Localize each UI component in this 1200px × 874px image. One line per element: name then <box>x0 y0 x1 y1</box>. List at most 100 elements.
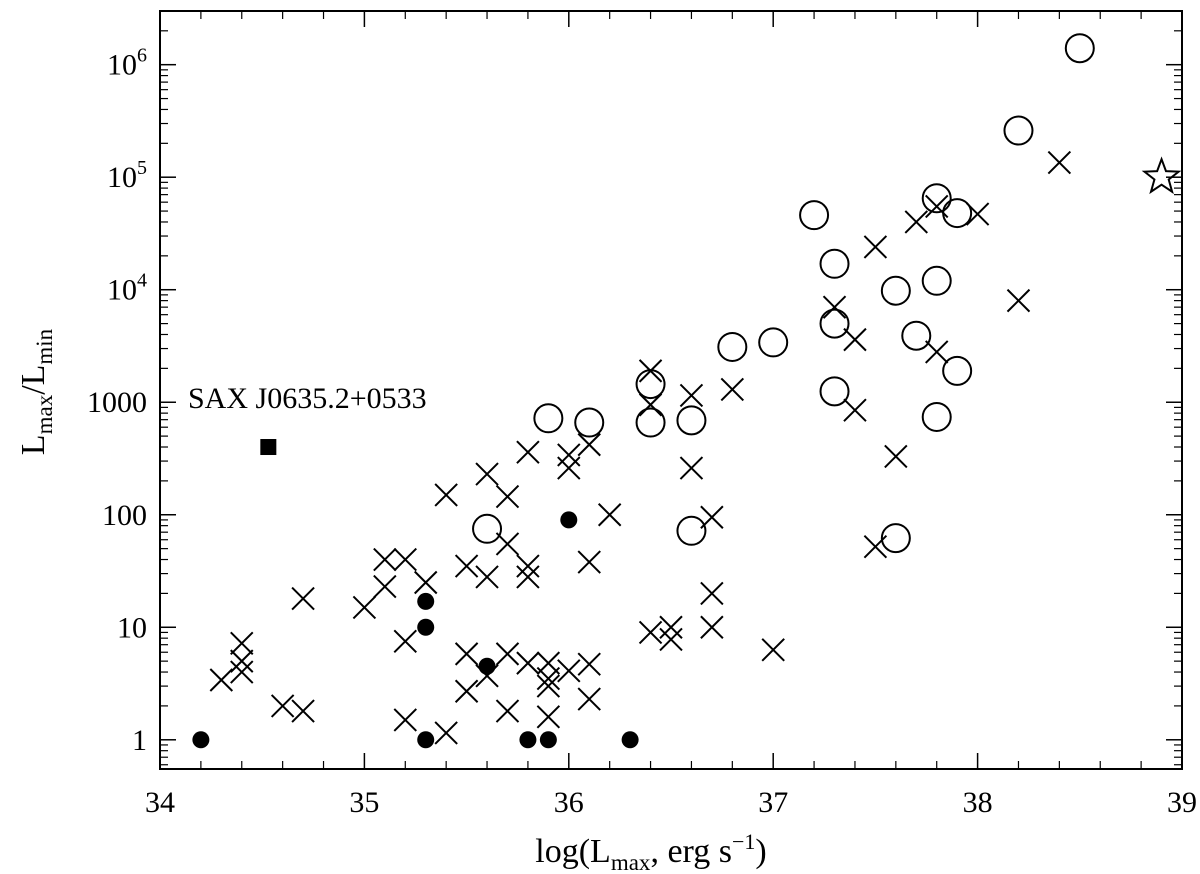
axis-ticks <box>159 10 1183 769</box>
open-circle-point <box>880 275 911 306</box>
cross-point <box>659 615 683 639</box>
filled-circle-point <box>478 657 496 675</box>
filled-circle-point <box>519 731 537 749</box>
cross-point <box>638 620 663 645</box>
cross-point <box>638 359 663 383</box>
y-tick-label: 1000 <box>87 386 147 419</box>
filled-circle-point <box>417 731 435 749</box>
cross-point <box>659 627 683 652</box>
cross-point <box>761 638 785 662</box>
open-circle-point <box>819 308 850 339</box>
cross-point <box>393 708 417 732</box>
x-tick-label: 37 <box>758 786 788 819</box>
open-circle-point <box>533 403 564 434</box>
y-tick-label: 106 <box>107 45 147 82</box>
cross-point <box>434 721 458 745</box>
cross-point <box>679 456 704 480</box>
cross-point <box>557 456 581 480</box>
filled-circle-point <box>621 731 639 749</box>
cross-point <box>475 565 499 589</box>
filled-circle-point <box>417 592 435 610</box>
x-axis-label: log(Lmax, erg s−1) <box>535 829 766 874</box>
cross-point <box>434 483 458 507</box>
filled-square-point <box>260 439 277 456</box>
cross-point <box>536 674 561 698</box>
x-tick-label: 34 <box>145 786 175 819</box>
filled-circle-point <box>539 731 557 749</box>
open-circle-point <box>921 265 952 296</box>
cross-point <box>700 615 724 639</box>
filled-circle-point <box>560 511 578 529</box>
cross-point <box>679 383 704 408</box>
cross-point <box>495 699 520 723</box>
cross-point <box>925 340 949 364</box>
open-circle-point <box>880 523 911 554</box>
cross-point <box>557 443 581 467</box>
x-tick-label: 38 <box>963 786 993 819</box>
cross-point <box>577 652 601 676</box>
cross-point <box>270 694 295 718</box>
cross-point <box>230 631 254 656</box>
cross-point <box>577 550 601 574</box>
open-circle-point <box>635 407 666 438</box>
cross-point <box>843 398 867 422</box>
cross-point <box>536 705 561 729</box>
data-points <box>192 33 1182 749</box>
open-circle-point <box>921 401 952 432</box>
x-tick-labels: 34 35 36 37 38 39 <box>145 786 1197 819</box>
cross-point <box>822 295 847 319</box>
cross-point <box>475 462 499 486</box>
open-circle-point <box>574 407 605 438</box>
cross-point <box>516 554 540 578</box>
open-star-point <box>1141 156 1182 195</box>
cross-point <box>516 440 540 464</box>
filled-circle-point <box>417 618 435 636</box>
cross-point <box>373 574 397 599</box>
cross-point <box>230 649 254 673</box>
open-circle-point <box>799 200 830 231</box>
cross-point <box>393 629 417 654</box>
x-tick-label: 35 <box>349 786 379 819</box>
open-circle-point <box>819 376 850 407</box>
cross-point <box>577 432 601 457</box>
open-circle-point <box>942 355 973 386</box>
cross-point <box>454 642 479 666</box>
cross-point <box>700 581 724 606</box>
cross-point <box>965 202 990 226</box>
cross-point <box>700 505 724 529</box>
cross-point <box>454 679 479 703</box>
x-tick-label: 36 <box>554 786 584 819</box>
cross-point <box>904 210 928 234</box>
filled-circle-point <box>192 731 210 749</box>
cross-point <box>516 651 540 675</box>
cross-point <box>454 554 479 578</box>
cross-point <box>863 534 888 559</box>
open-circle-point <box>1003 115 1034 146</box>
cross-point <box>925 194 949 219</box>
plot-frame <box>159 10 1183 770</box>
open-circle-point <box>676 405 707 436</box>
cross-point <box>884 444 908 469</box>
y-tick-label: 10 <box>117 611 147 644</box>
open-circle-point <box>921 183 952 214</box>
cross-point <box>495 484 520 509</box>
y-tick-label: 100 <box>102 499 147 532</box>
cross-point <box>1047 150 1072 175</box>
annotation-label: SAX J0635.2+0533 <box>188 382 427 415</box>
cross-point <box>291 586 315 611</box>
cross-point <box>863 235 888 259</box>
cross-point <box>577 687 601 711</box>
cross-point <box>638 393 663 417</box>
cross-point <box>1006 288 1031 313</box>
cross-point <box>373 547 397 572</box>
cross-point <box>843 327 867 352</box>
y-tick-label: 104 <box>107 270 147 307</box>
cross-point <box>597 503 622 527</box>
open-circle-point <box>901 320 932 351</box>
cross-point <box>720 377 745 402</box>
cross-point <box>495 532 520 556</box>
open-circle-point <box>758 327 789 358</box>
cross-point <box>516 565 540 589</box>
open-circle-point <box>1064 33 1095 64</box>
